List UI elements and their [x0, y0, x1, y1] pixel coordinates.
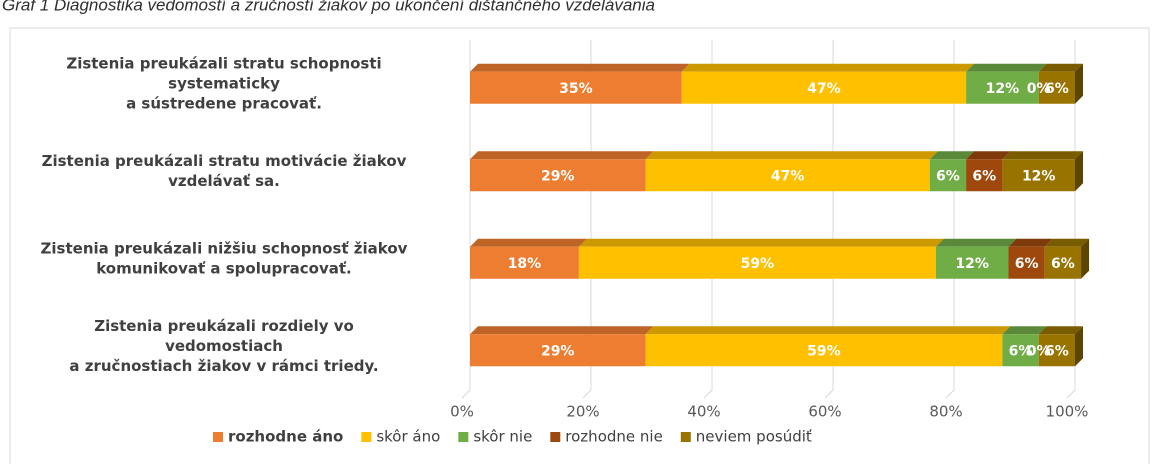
x-tick-label: 40% — [687, 403, 720, 421]
bar-top — [470, 63, 690, 72]
bar-side — [1081, 238, 1090, 279]
x-tick-label: 100% — [1046, 403, 1089, 421]
legend-label: rozhodne nie — [565, 428, 663, 446]
bar — [1002, 334, 1039, 367]
bar — [470, 159, 646, 192]
category-label: vzdelávať sa. — [168, 172, 280, 190]
bar — [645, 334, 1003, 367]
bar — [1038, 71, 1075, 104]
x-tick-label: 0% — [450, 403, 474, 421]
bar-side — [1075, 326, 1083, 367]
bar — [1044, 246, 1082, 279]
bar-top — [929, 151, 975, 160]
legend-label: skôr nie — [473, 428, 532, 446]
legend-label: skôr áno — [376, 428, 440, 446]
data-label: 0% — [1027, 81, 1051, 97]
data-label: 59% — [807, 343, 841, 359]
bar-top — [578, 238, 944, 247]
data-label: 0% — [1027, 343, 1051, 359]
bar-top — [1002, 326, 1047, 335]
legend-label: rozhodne áno — [228, 428, 343, 446]
bar-top — [470, 326, 654, 335]
data-label: 6% — [1051, 256, 1075, 272]
data-label: 12% — [955, 256, 989, 272]
bar-top — [645, 326, 1011, 335]
category-label: systematicky — [168, 74, 280, 92]
data-label: 59% — [741, 256, 775, 272]
bar-top — [645, 151, 938, 160]
legend-swatch — [680, 432, 691, 442]
bar-top — [1038, 63, 1083, 72]
legend-swatch — [361, 432, 372, 442]
bar-top — [470, 151, 654, 160]
legend-label: neviem posúdiť — [696, 428, 812, 446]
grid-line — [461, 40, 471, 399]
bar-top — [681, 63, 975, 72]
category-label: vedomostiach — [165, 337, 283, 355]
bar-top — [470, 238, 587, 247]
data-label: 29% — [541, 343, 575, 359]
category-label: Zistenia preukázali rozdiely vo — [94, 317, 354, 335]
bar-top — [966, 63, 1047, 72]
bar — [470, 334, 646, 367]
category-label: a zručnostiach žiakov v rámci triedy. — [69, 357, 378, 375]
bar — [681, 71, 967, 104]
legend-swatch — [550, 432, 561, 442]
data-label: 29% — [541, 168, 575, 184]
data-label: 6% — [1009, 343, 1033, 359]
x-tick-label: 60% — [808, 403, 841, 421]
data-label: 6% — [1045, 81, 1069, 97]
bar — [645, 159, 930, 192]
bar-top — [1002, 151, 1083, 160]
category-label: Zistenia preukázali stratu motivácie žia… — [42, 152, 407, 170]
data-label: 6% — [1045, 343, 1069, 359]
data-label: 12% — [986, 81, 1020, 97]
data-label: 35% — [559, 81, 593, 97]
bar-top — [935, 238, 1017, 247]
category-label: a sústredene pracovať. — [126, 94, 322, 112]
data-label: 18% — [508, 256, 542, 272]
x-tick-label: 20% — [566, 403, 599, 421]
bar — [470, 246, 579, 279]
bar-top — [966, 151, 1011, 160]
bar-side — [1075, 63, 1083, 104]
data-label: 47% — [807, 81, 841, 97]
chart-title: Graf 1 Diagnostika vedomostí a zručností… — [2, 0, 655, 14]
data-label: 6% — [972, 168, 996, 184]
data-label: 6% — [1015, 256, 1039, 272]
legend-swatch — [458, 432, 469, 442]
bar — [1008, 246, 1045, 279]
bar — [966, 71, 1039, 104]
data-label: 12% — [1022, 168, 1056, 184]
bar-top — [1038, 326, 1083, 335]
category-label: Zistenia preukázali stratu schopnosti — [66, 54, 381, 72]
bar — [929, 159, 967, 192]
bar — [1038, 334, 1075, 367]
bar — [578, 246, 936, 279]
data-label: 47% — [771, 168, 805, 184]
category-label: komunikovať a spolupracovať. — [96, 259, 352, 277]
bar-top — [1044, 238, 1090, 247]
category-label: Zistenia preukázali nižšiu schopnosť žia… — [41, 239, 408, 257]
x-tick-label: 80% — [929, 403, 962, 421]
bar-side — [1075, 151, 1083, 192]
bar — [1002, 159, 1075, 192]
data-label: 6% — [936, 168, 960, 184]
bar — [470, 71, 682, 104]
bar-top — [1008, 238, 1053, 247]
legend-swatch — [213, 432, 223, 442]
bar — [935, 246, 1009, 279]
bar — [966, 159, 1003, 192]
